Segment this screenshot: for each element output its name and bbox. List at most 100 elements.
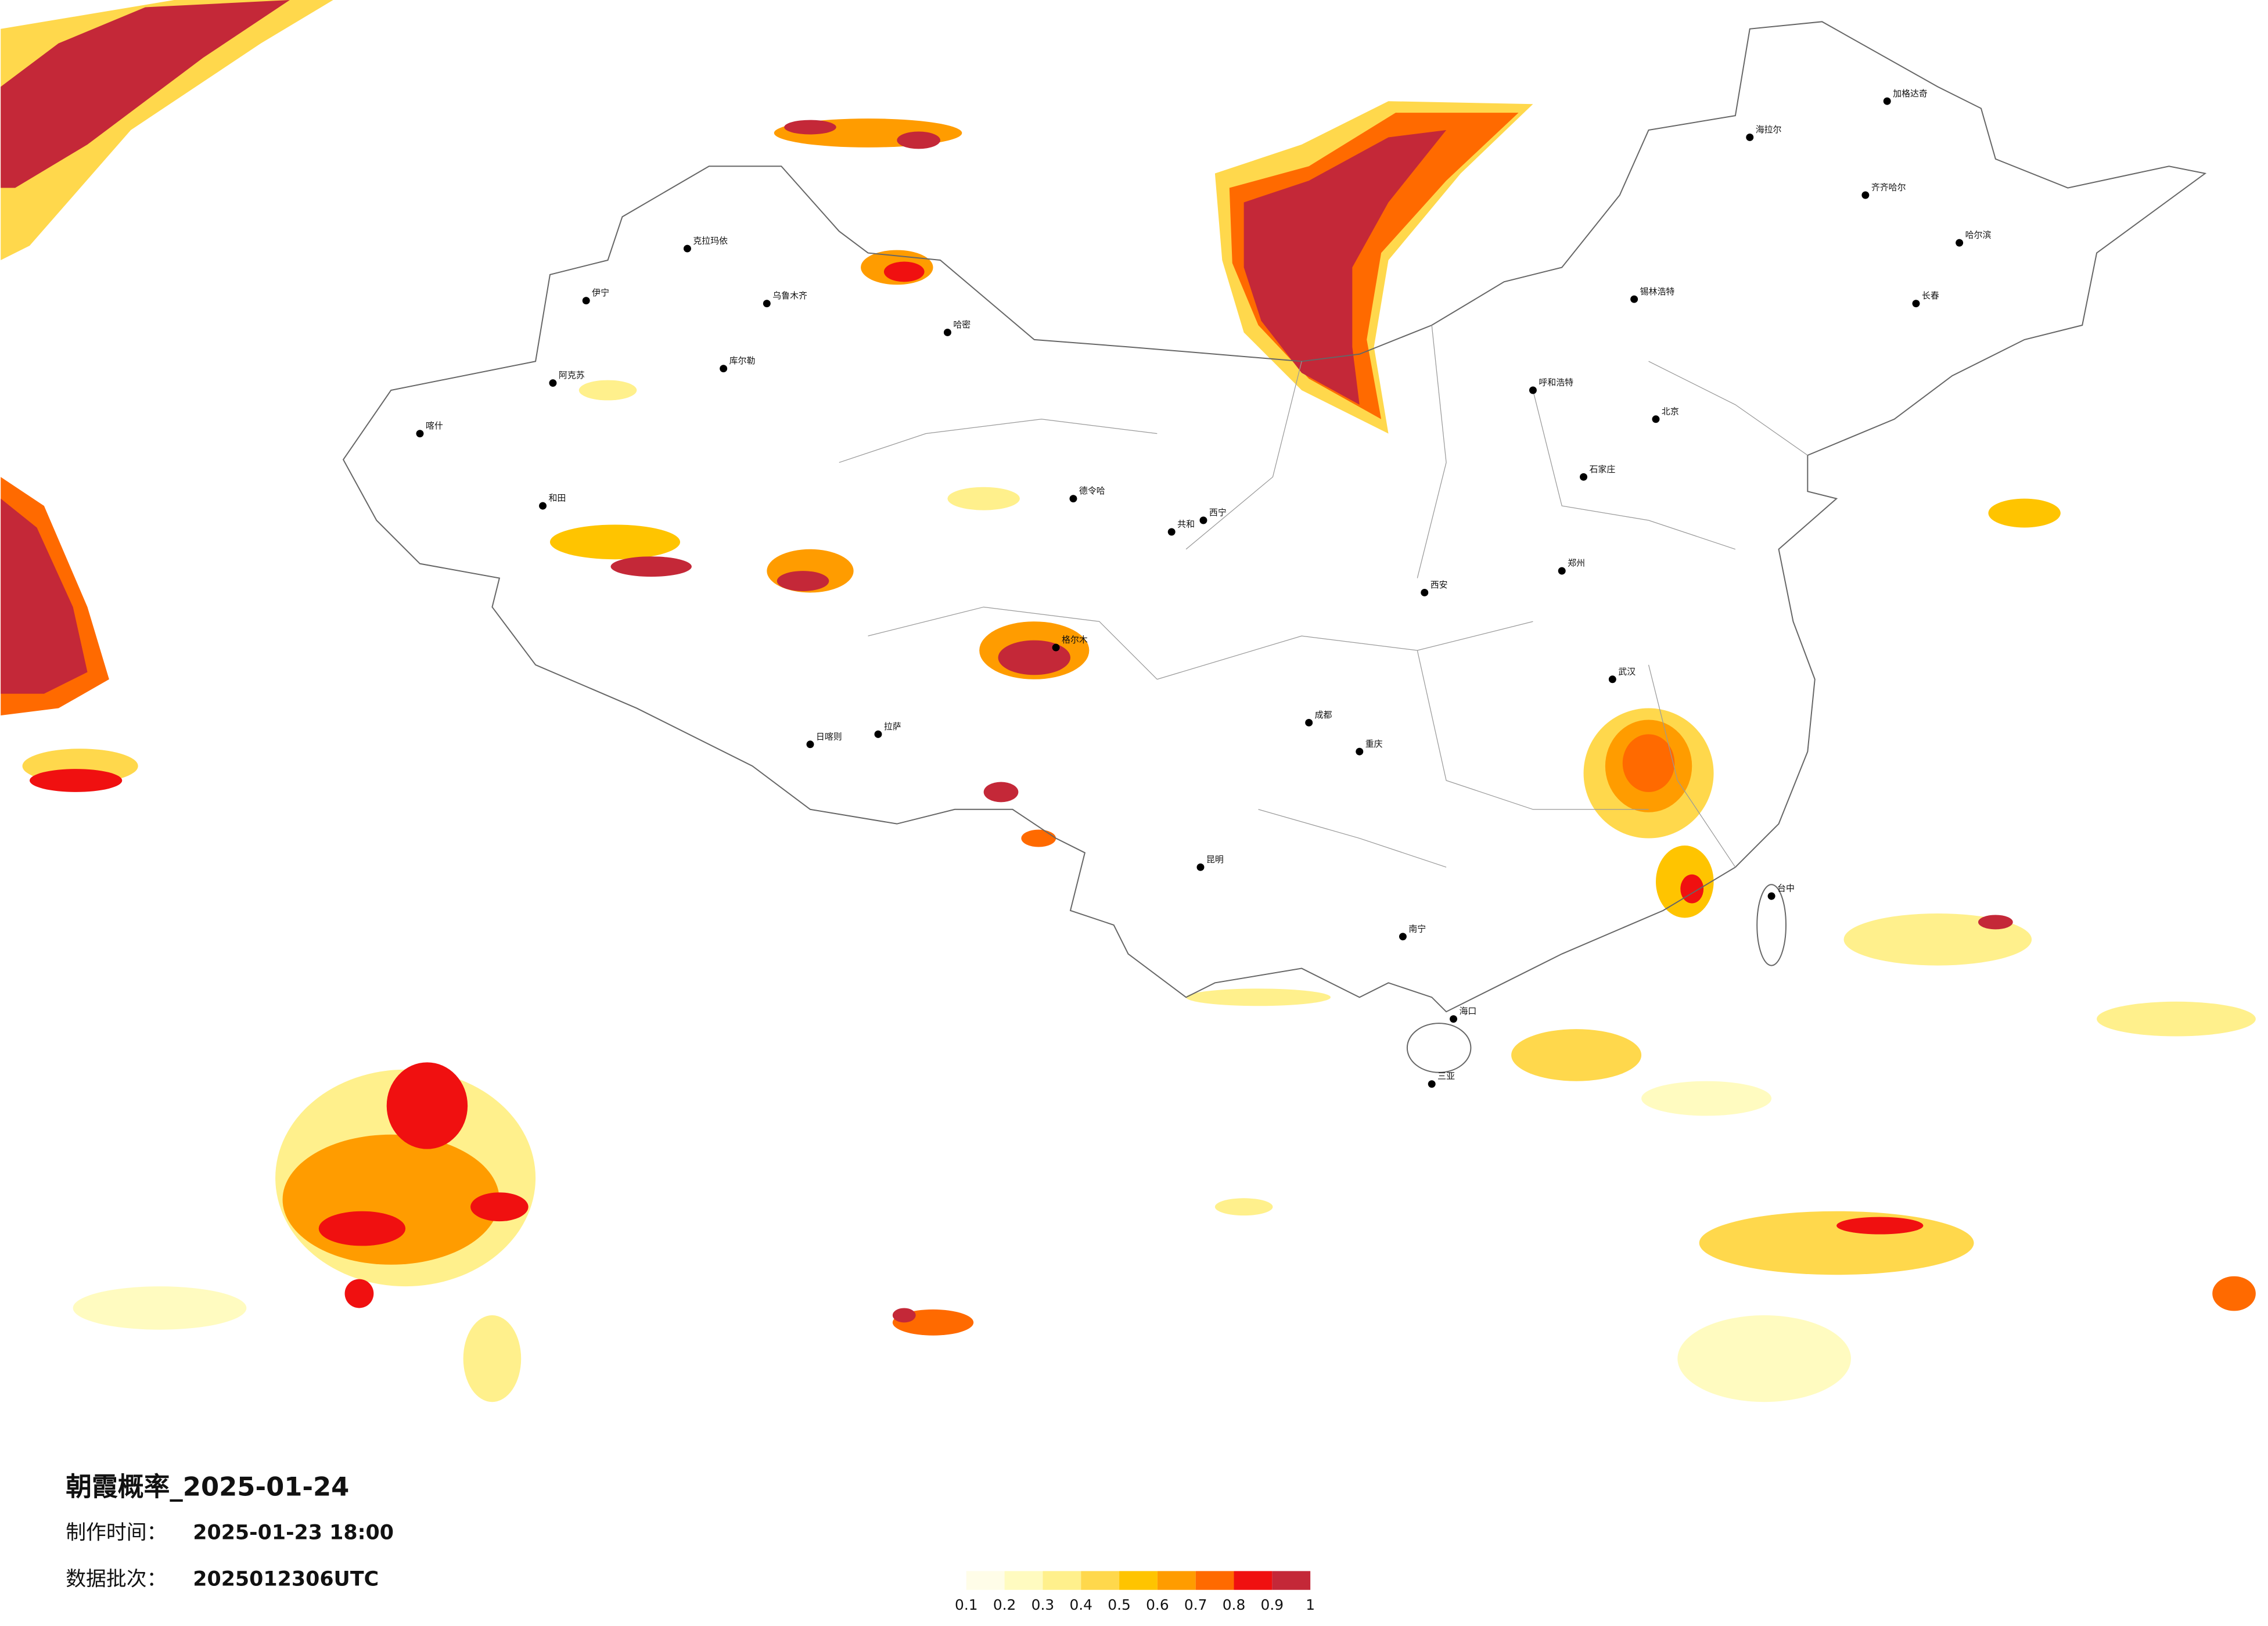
probability-area	[610, 556, 692, 577]
probability-area	[1214, 1198, 1273, 1216]
city-dot	[1630, 295, 1638, 303]
title: 朝霞概率_2025-01-24	[66, 1472, 349, 1502]
probability-area	[883, 261, 925, 282]
city-label: 伊宁	[592, 287, 609, 298]
probability-area	[1677, 1315, 1851, 1402]
batch: 2025012306UTC	[193, 1567, 379, 1591]
city-label: 呼和浩特	[1539, 377, 1573, 388]
city-label: 格尔木	[1062, 635, 1088, 645]
city-dot	[1956, 239, 1964, 247]
city-label: 德令哈	[1079, 485, 1105, 496]
probability-area	[2212, 1276, 2256, 1311]
probability-area	[463, 1315, 522, 1402]
probability-area	[2097, 1001, 2256, 1037]
city-dot	[874, 730, 882, 738]
legend-tick-label: 0.6	[1146, 1596, 1169, 1613]
legend-tick-label: 0.7	[1184, 1596, 1207, 1613]
city-dot	[1196, 863, 1205, 871]
probability-area	[282, 1134, 499, 1265]
probability-area	[29, 769, 123, 792]
probability-field	[1, 0, 2256, 1402]
city-label: 长春	[1922, 290, 1939, 301]
city-dot	[1450, 1015, 1458, 1023]
legend-tick-label: 0.4	[1069, 1596, 1092, 1613]
legend-swatch	[1234, 1571, 1273, 1590]
taiwan	[1756, 884, 1787, 966]
city-dot	[416, 430, 424, 438]
legend-swatch	[1043, 1571, 1081, 1590]
city-label: 石家庄	[1590, 464, 1616, 474]
probability-area	[1641, 1081, 1772, 1116]
legend-tick-label: 0.1	[955, 1596, 978, 1613]
probability-area	[1836, 1217, 1924, 1235]
city-label: 哈密	[953, 319, 971, 330]
city-label: 加格达奇	[1893, 88, 1928, 99]
city-dot	[683, 244, 691, 253]
city-label: 和田	[549, 493, 566, 503]
legend-swatch	[1157, 1571, 1196, 1590]
city-dot	[1199, 516, 1207, 524]
city-dot	[1558, 567, 1566, 575]
probability-area	[386, 1062, 468, 1149]
made-time: 2025-01-23 18:00	[193, 1521, 394, 1545]
city-label: 西安	[1430, 580, 1448, 590]
legend-swatch	[1004, 1571, 1043, 1590]
probability-area	[344, 1279, 374, 1308]
city-label: 克拉玛依	[693, 236, 728, 246]
probability-area	[1186, 988, 1331, 1006]
city-dot	[1608, 675, 1616, 684]
city-label: 武汉	[1618, 666, 1636, 677]
city-dot	[1883, 97, 1891, 105]
probability-area	[777, 571, 829, 591]
city-dot	[1767, 892, 1775, 900]
city-label: 阿克苏	[559, 370, 585, 380]
city-label: 昆明	[1206, 854, 1224, 865]
city-label: 喀什	[426, 420, 443, 431]
probability-area	[1511, 1029, 1642, 1081]
china-outline	[342, 21, 2207, 1013]
probability-area	[318, 1211, 406, 1246]
city-label: 共和	[1177, 519, 1195, 529]
made-label: 制作时间：	[66, 1521, 167, 1545]
city-dot	[549, 379, 557, 387]
legend-tick-label: 0.5	[1108, 1596, 1131, 1613]
legend-tick-label: 0.2	[993, 1596, 1016, 1613]
city-dot	[1167, 528, 1176, 536]
city-dot	[1399, 933, 1407, 941]
legend-tick-label: 0.3	[1031, 1596, 1055, 1613]
legend-swatch	[1119, 1571, 1158, 1590]
probability-area	[897, 131, 940, 149]
probability-area	[1, 0, 290, 188]
probability-area	[983, 782, 1019, 803]
legend-swatch	[1272, 1571, 1311, 1590]
probability-area	[578, 380, 637, 401]
legend-swatch	[966, 1571, 1005, 1590]
city-label: 海拉尔	[1756, 124, 1782, 135]
probability-area	[892, 1308, 916, 1323]
probability-area	[1978, 915, 2013, 930]
city-label: 库尔勒	[729, 355, 756, 366]
probability-area	[947, 487, 1020, 510]
city-dot	[1580, 473, 1588, 481]
city-label: 西宁	[1209, 508, 1227, 518]
city-dot	[1421, 588, 1429, 596]
city-label: 北京	[1662, 406, 1679, 416]
hainan	[1406, 1023, 1472, 1073]
city-label: 海口	[1460, 1006, 1477, 1016]
legend-tick-label: 1	[1306, 1596, 1315, 1613]
city-dot	[1069, 495, 1077, 503]
legend-tick-label: 0.8	[1223, 1596, 1246, 1613]
boundaries	[342, 21, 2207, 1073]
city-dot	[582, 297, 590, 305]
city-label: 拉萨	[884, 721, 901, 732]
legend-swatch	[1081, 1571, 1120, 1590]
city-dot	[1052, 643, 1060, 652]
city-dot	[720, 365, 728, 373]
probability-area	[1, 498, 88, 694]
city-label: 南宁	[1408, 923, 1426, 934]
probability-area	[1021, 829, 1056, 847]
legend: 0.1 0.2 0.3 0.4 0.5 0.6 0.7 0.8 0.9 1	[955, 1571, 1315, 1613]
